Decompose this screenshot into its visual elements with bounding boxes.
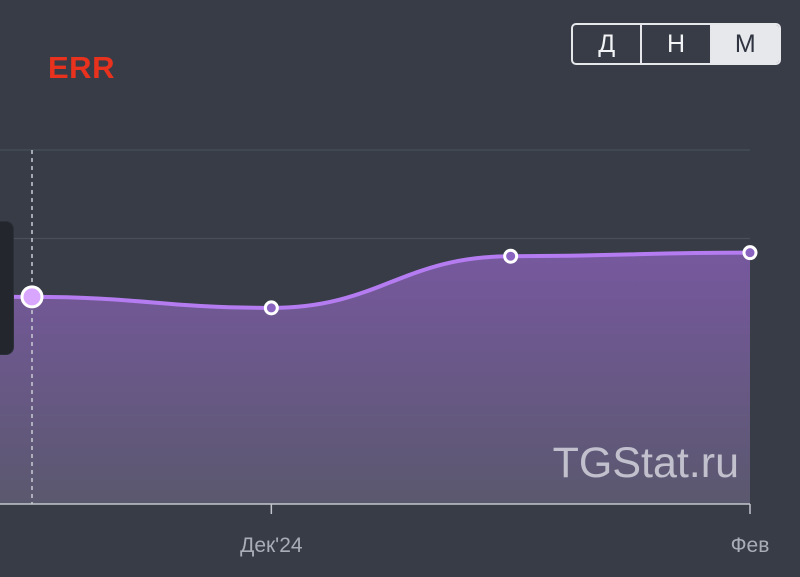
watermark-text: TGStat.ru — [553, 439, 739, 487]
x-tick-label: Фев — [731, 534, 770, 557]
data-point[interactable] — [503, 248, 519, 264]
series-line — [0, 250, 752, 310]
range-button-month[interactable]: М — [709, 25, 779, 63]
x-tick-label: Дек'24 — [240, 534, 303, 557]
x-axis-ticks: Дек'24 Фев — [240, 504, 769, 557]
range-button-week[interactable]: Н — [640, 25, 709, 63]
highlighted-data-point[interactable] — [20, 285, 44, 309]
data-point[interactable] — [263, 300, 279, 316]
series-area — [0, 252, 750, 504]
metric-title: ERR — [48, 50, 115, 85]
range-switch: Д Н М — [571, 23, 781, 65]
series-points — [20, 245, 758, 316]
data-point[interactable] — [742, 245, 758, 261]
tooltip-panel — [0, 221, 14, 355]
range-button-day[interactable]: Д — [598, 29, 616, 58]
